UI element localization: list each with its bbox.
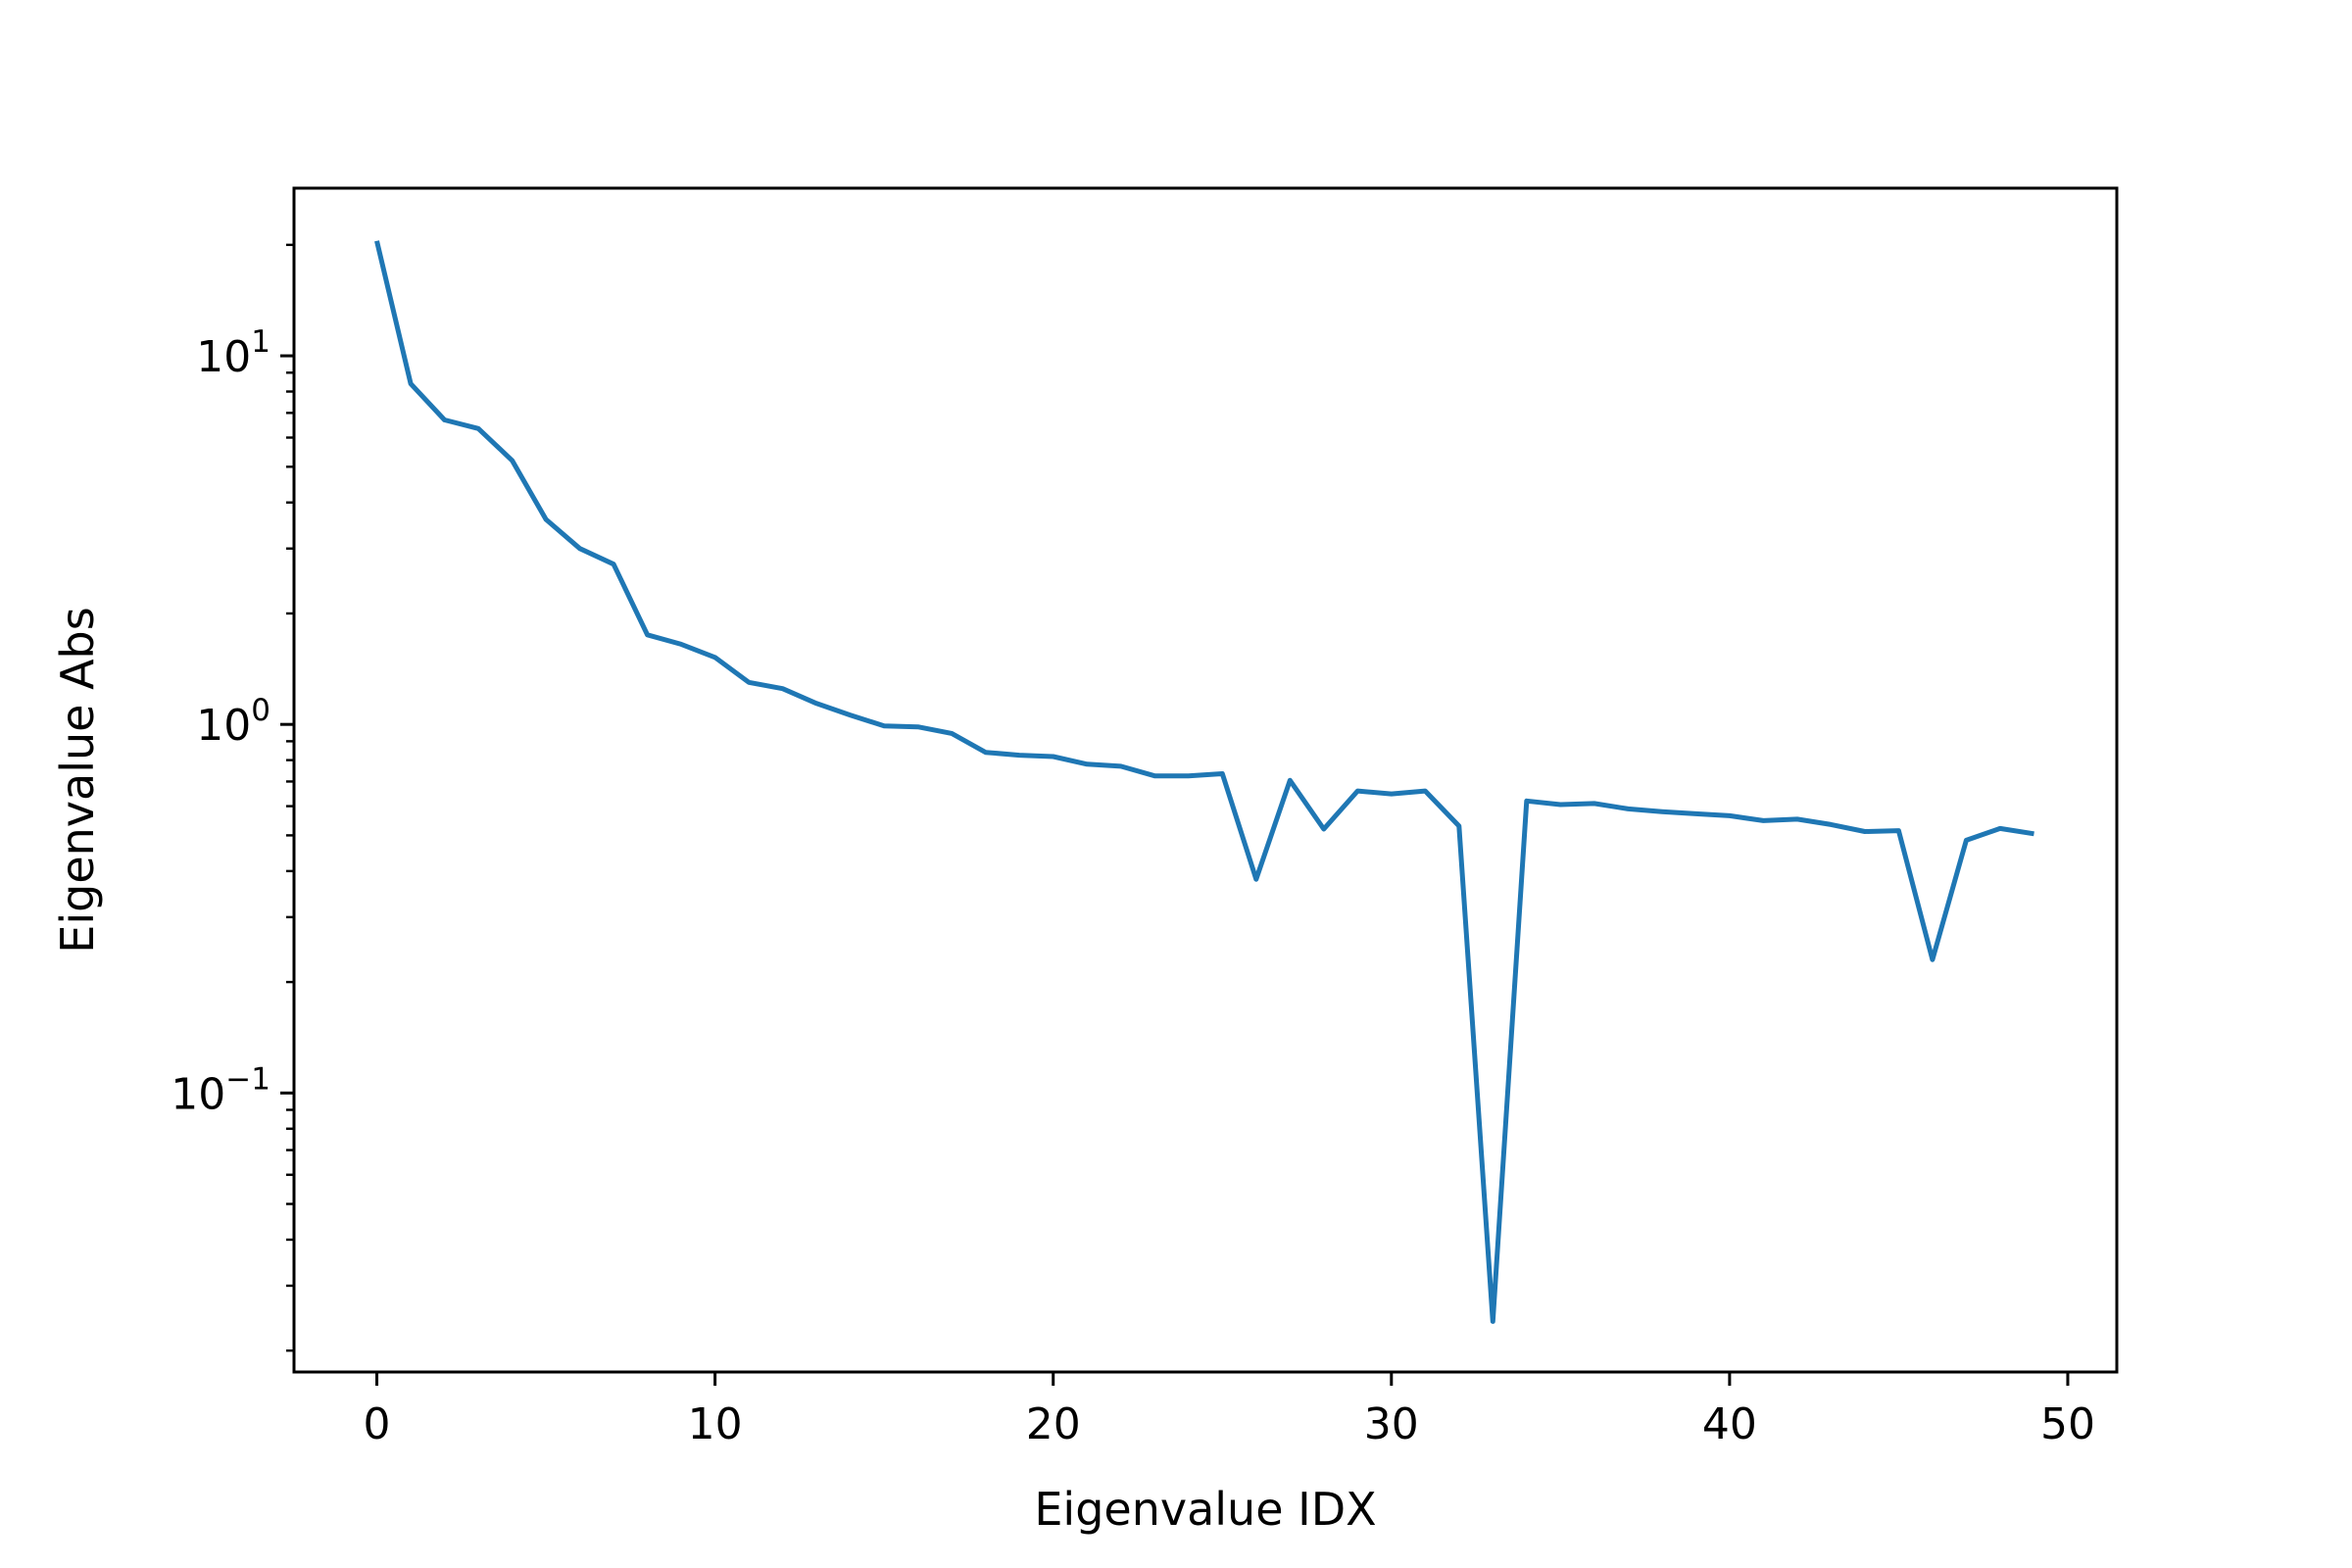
y-tick-label: 101 xyxy=(196,324,270,382)
x-tick-label: 10 xyxy=(688,1399,743,1449)
y-axis-ticks: 10−1 100 101 xyxy=(171,243,294,1352)
series-line xyxy=(374,240,2034,1324)
y-tick-label: 10−1 xyxy=(171,1061,270,1119)
x-tick-label: 20 xyxy=(1026,1399,1081,1449)
x-tick-label: 40 xyxy=(1702,1399,1757,1449)
x-axis-ticks: 0 10 20 30 40 50 xyxy=(364,1372,2095,1449)
x-tick-label: 50 xyxy=(2040,1399,2095,1449)
plot-background xyxy=(294,188,2117,1372)
plot-frame xyxy=(292,186,2119,1374)
x-axis-label: Eigenvalue IDX xyxy=(1034,1483,1376,1536)
x-tick-label: 0 xyxy=(364,1399,391,1449)
y-tick-label: 100 xyxy=(196,693,270,751)
x-tick-label: 30 xyxy=(1364,1399,1419,1449)
y-axis-label: Eigenvalue Abs xyxy=(51,607,104,953)
